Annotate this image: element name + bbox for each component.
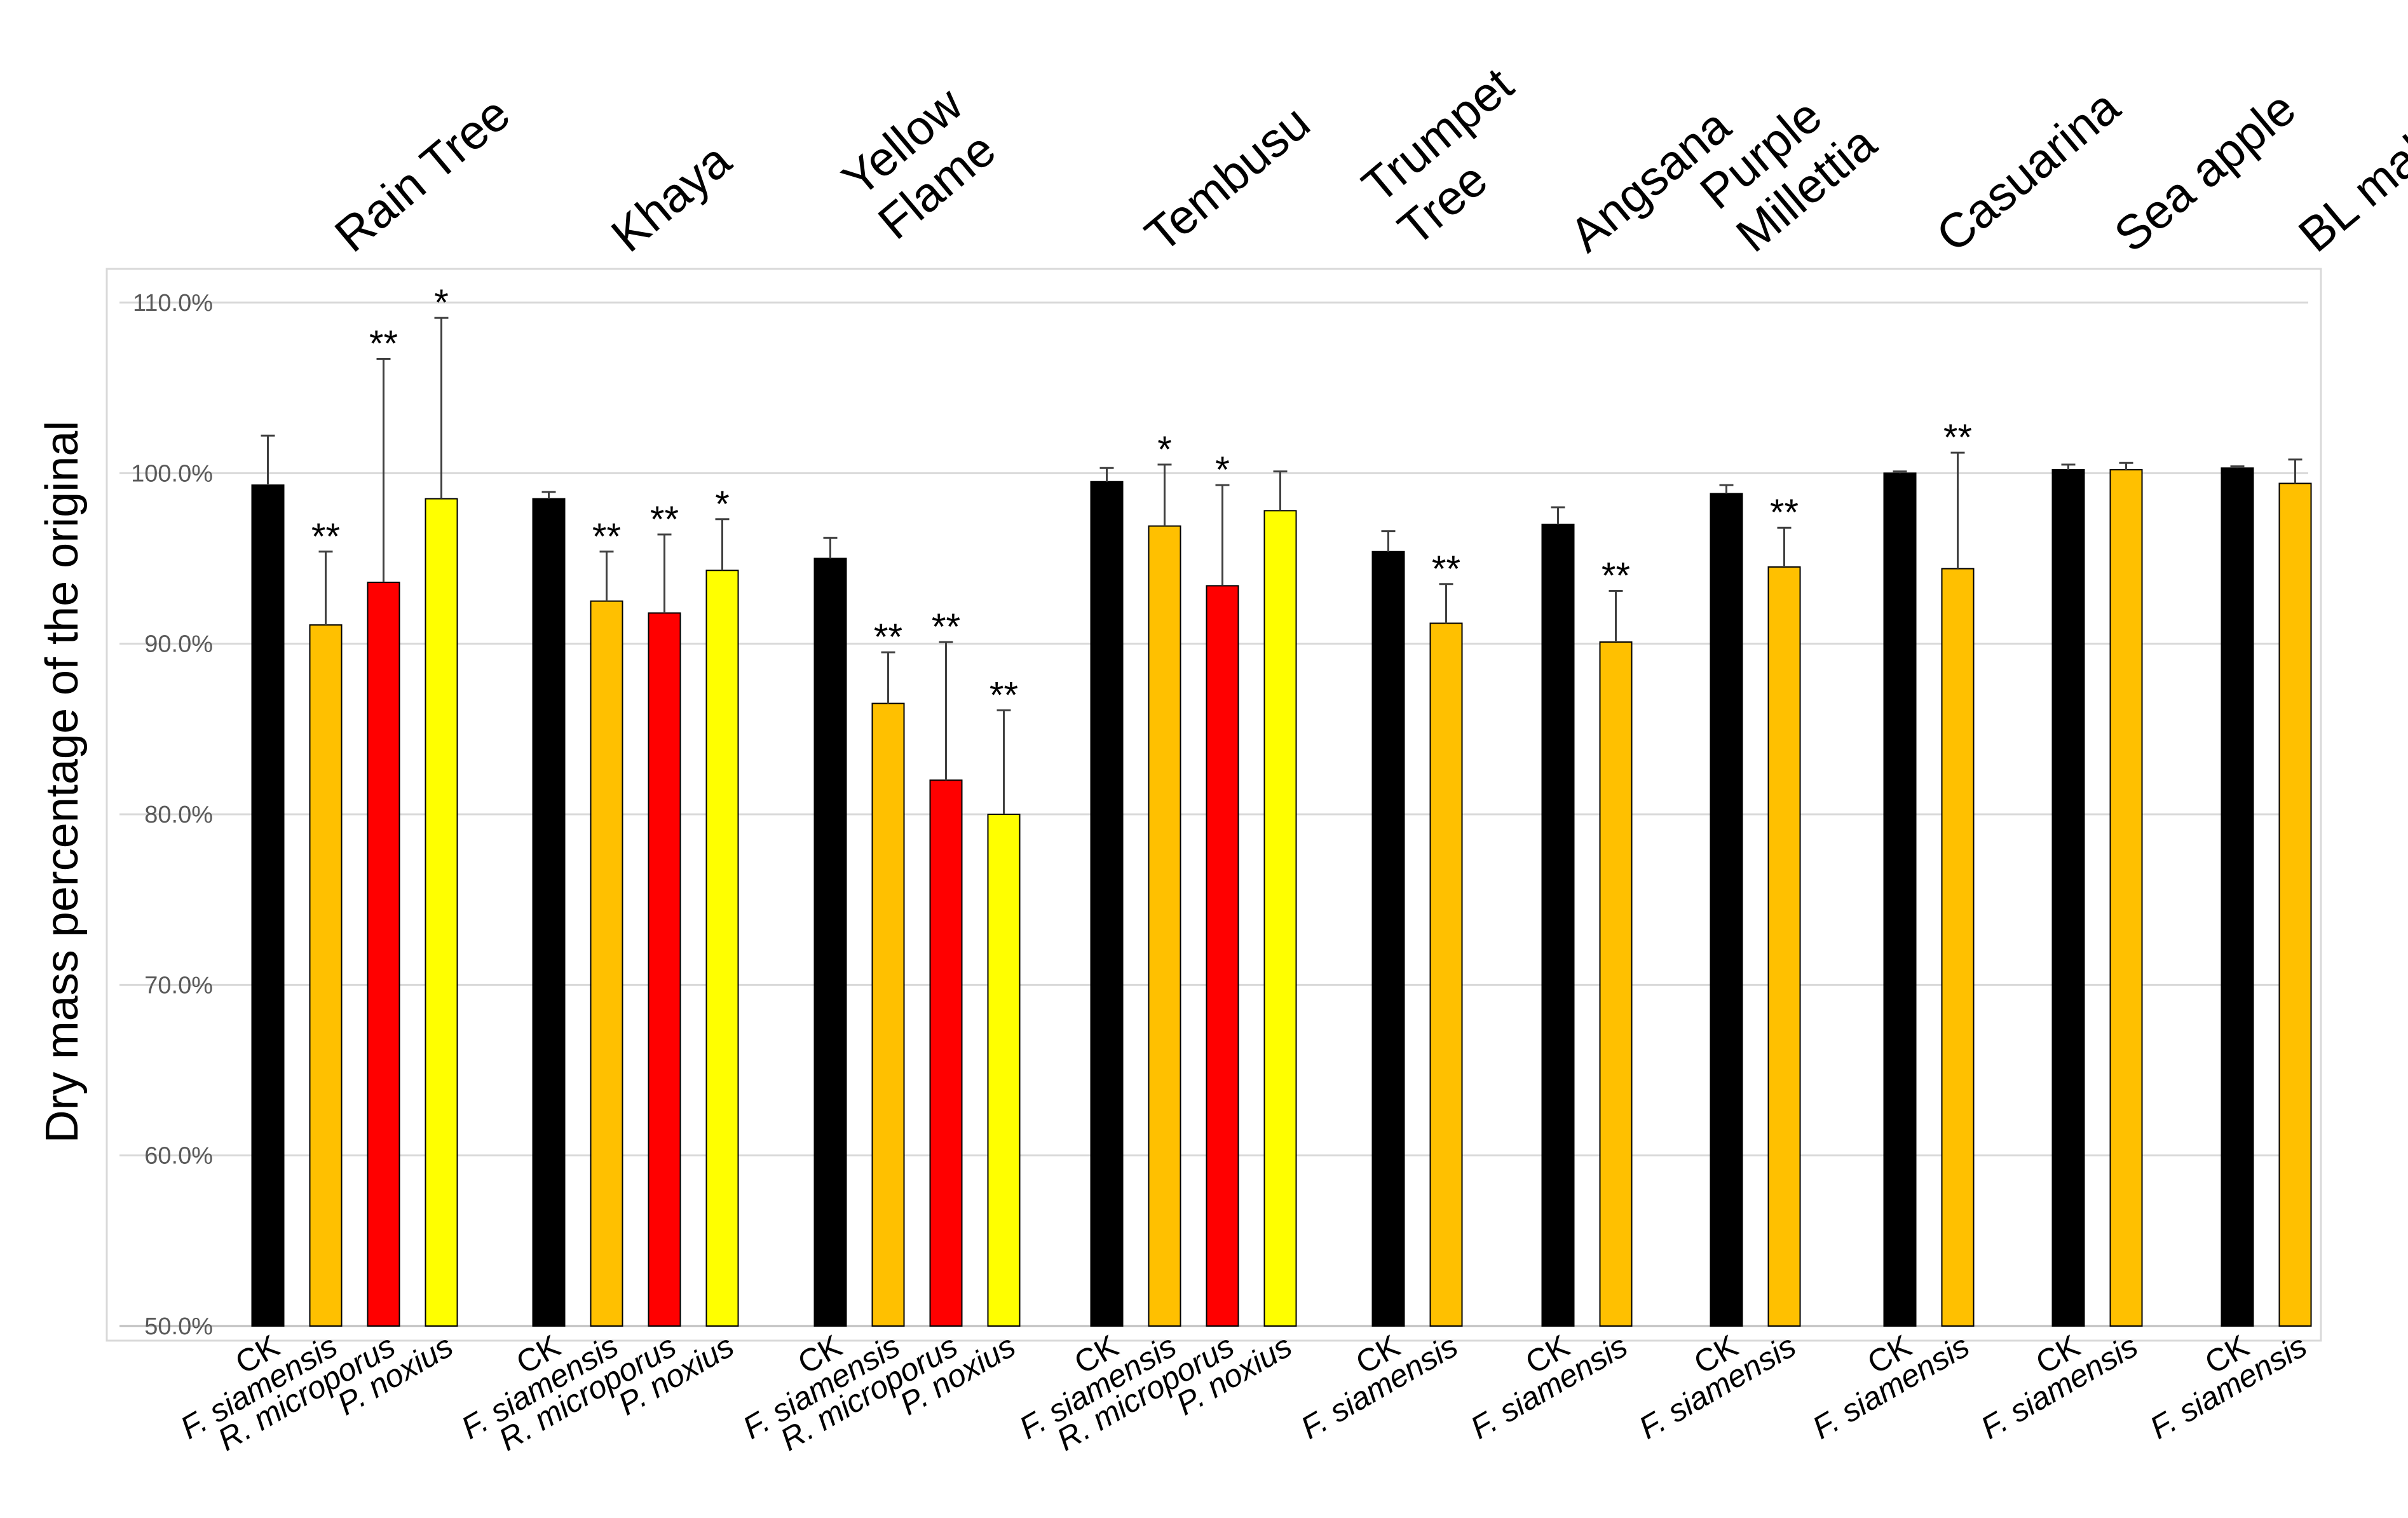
y-tick-label: 60.0% xyxy=(144,1143,213,1170)
y-tick-label: 100.0% xyxy=(131,460,213,487)
bar xyxy=(1541,523,1575,1327)
tree-group-label: Casuarina xyxy=(1926,79,2130,263)
asterisk-marker: * xyxy=(1157,429,1172,470)
double-asterisk-marker: ** xyxy=(311,516,340,557)
double-asterisk-marker: ** xyxy=(369,324,398,365)
bar xyxy=(813,557,847,1327)
bar xyxy=(2278,482,2312,1327)
asterisk-marker: * xyxy=(1215,449,1230,491)
tree-group-label-line: Khaya xyxy=(601,133,741,263)
bar xyxy=(1148,525,1181,1327)
y-axis-ticks: 50.0% 60.0% 70.0% 80.0% 90.0% 100.0% 110.0% xyxy=(131,290,213,1340)
tree-group-label: TrumpetTree xyxy=(1352,57,1560,256)
double-asterisk-marker: ** xyxy=(1770,492,1799,533)
bar xyxy=(1941,568,1975,1327)
y-axis-title: Dry mass percentage of the original xyxy=(37,421,88,1144)
bar xyxy=(1883,472,1917,1327)
bar xyxy=(1710,493,1743,1327)
double-asterisk-marker: ** xyxy=(1432,549,1460,590)
double-asterisk-marker: ** xyxy=(932,606,960,648)
tree-group-label-line: Tembusu xyxy=(1135,95,1320,263)
tree-group-label-line: BL mahogany xyxy=(2289,31,2408,263)
bar xyxy=(1767,566,1801,1327)
asterisk-marker: * xyxy=(434,282,449,324)
asterisk-marker: * xyxy=(715,484,730,525)
bar xyxy=(532,498,566,1327)
tree-group-label: Sea apple xyxy=(2104,81,2306,263)
bars xyxy=(251,467,2312,1327)
tree-group-label-line: Casuarina xyxy=(1926,79,2130,263)
y-tick-label: 50.0% xyxy=(144,1313,213,1340)
y-tick-label: 90.0% xyxy=(144,631,213,658)
double-asterisk-marker: ** xyxy=(650,499,679,540)
double-asterisk-marker: ** xyxy=(592,516,621,557)
bar xyxy=(1263,510,1297,1327)
tree-group-label-line: Sea apple xyxy=(2104,81,2306,263)
y-tick-label: 80.0% xyxy=(144,802,213,828)
bar xyxy=(425,498,458,1327)
bar xyxy=(1371,550,1405,1327)
tree-group-label: PurpleMillettia xyxy=(1690,72,1887,263)
bar xyxy=(1599,641,1633,1327)
tree-group-labels: Rain Tree Khaya YellowFlame Tembusu TrumpetT… xyxy=(325,31,2408,263)
tree-group-label-line: Rain Tree xyxy=(325,86,520,263)
bar xyxy=(1206,585,1239,1327)
double-asterisk-marker: ** xyxy=(1943,417,1972,458)
bar xyxy=(367,582,400,1327)
double-asterisk-marker: ** xyxy=(1602,555,1630,596)
tree-group-label: Khaya xyxy=(601,133,741,263)
tree-group-label: Tembusu xyxy=(1135,95,1320,263)
bar xyxy=(251,484,285,1327)
tree-group-label: YellowFlame xyxy=(833,76,1009,250)
bar xyxy=(705,570,739,1327)
bar xyxy=(2221,467,2254,1327)
bar xyxy=(2109,468,2143,1327)
bar xyxy=(2051,468,2085,1327)
significance-markers: ******* ** *** ***** *** ****** xyxy=(311,282,1972,716)
error-bars xyxy=(261,317,2303,814)
y-tick-label: 110.0% xyxy=(133,290,213,317)
double-asterisk-marker: ** xyxy=(874,617,902,658)
double-asterisk-marker: ** xyxy=(990,674,1018,716)
plot-area-frame xyxy=(105,268,2322,1342)
bar xyxy=(1090,481,1124,1327)
bar xyxy=(648,612,681,1327)
bar xyxy=(590,600,623,1327)
tree-group-label: BL mahogany xyxy=(2289,31,2408,263)
bar xyxy=(871,702,905,1327)
y-tick-label: 70.0% xyxy=(144,972,213,999)
bar xyxy=(1429,622,1463,1327)
bar xyxy=(309,624,343,1327)
bar xyxy=(929,779,963,1327)
tree-group-label: Rain Tree xyxy=(325,86,520,263)
bar xyxy=(987,814,1021,1327)
